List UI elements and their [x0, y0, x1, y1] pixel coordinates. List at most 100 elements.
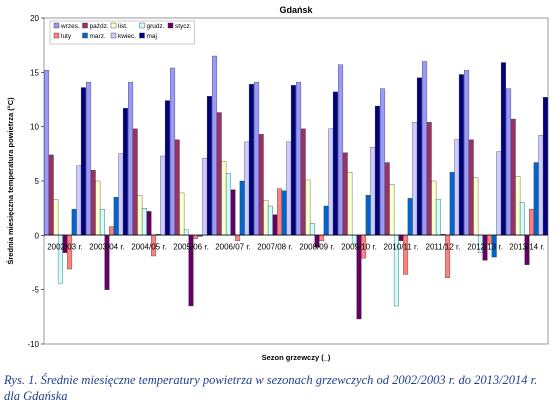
figure-caption: Rys. 1. Średnie miesięczne temperatury p… — [4, 373, 538, 403]
y-axis-label: Średnia miesięczna temperatura powietrza… — [6, 97, 15, 265]
bar — [435, 199, 441, 236]
bar — [542, 97, 548, 236]
bar — [296, 81, 302, 236]
bar — [216, 112, 222, 236]
legend-swatch — [82, 32, 88, 39]
x-tick-label: 2006/07 r. — [215, 242, 251, 251]
legend-swatch — [139, 32, 145, 39]
x-axis: 2002/03 r. 2003/04 r. 2004/05 r. 2005/06 r.… — [47, 242, 545, 251]
bar — [338, 64, 344, 236]
bar — [323, 205, 329, 236]
bar — [90, 169, 96, 236]
x-tick-label: 2002/03 r. — [47, 242, 83, 251]
bar — [403, 235, 409, 275]
bar — [221, 161, 227, 236]
bar — [164, 100, 170, 236]
bar — [449, 172, 455, 236]
bar — [128, 81, 134, 236]
bar — [374, 105, 380, 236]
x-tick-label: 2010/11 r. — [384, 242, 419, 251]
legend-label: marz. — [90, 33, 106, 40]
x-tick-label: 2009/10 r. — [341, 242, 377, 251]
x-tick-label: 2013/14 r. — [509, 242, 545, 251]
bar — [305, 179, 311, 236]
bar — [533, 162, 539, 236]
x-tick-label: 2011/12 r. — [426, 242, 461, 251]
bar — [347, 172, 353, 236]
x-tick-label: 2008/09 r. — [299, 242, 335, 251]
bar — [206, 96, 212, 236]
y-axis: -10 -5 0 5 10 15 20 — [27, 14, 44, 349]
bar — [342, 152, 348, 236]
bar — [309, 223, 315, 236]
bar — [230, 189, 236, 236]
bar — [239, 180, 245, 236]
bar — [141, 207, 147, 236]
bars — [44, 55, 548, 320]
bar — [473, 177, 479, 236]
bar — [510, 118, 516, 236]
bar — [80, 87, 86, 236]
legend-label: stycz. — [175, 23, 192, 30]
bar — [263, 200, 269, 236]
chart-title: Gdańsk — [279, 5, 313, 15]
y-tick-label: 5 — [35, 177, 40, 186]
y-tick-label: 0 — [35, 231, 40, 240]
bar — [389, 184, 395, 236]
bar — [67, 235, 73, 270]
y-tick-label: 15 — [30, 68, 39, 77]
bar — [464, 69, 470, 236]
bar — [300, 128, 306, 236]
bar — [202, 158, 208, 236]
bar — [99, 209, 105, 236]
bar — [76, 165, 82, 236]
legend-label: maj — [147, 33, 157, 40]
bar — [170, 67, 176, 236]
bar — [254, 81, 260, 236]
bar — [132, 128, 138, 236]
bar — [277, 188, 283, 236]
bar — [179, 192, 185, 236]
bar — [109, 226, 115, 236]
bar — [506, 88, 512, 236]
bar — [53, 199, 59, 236]
bar — [290, 85, 296, 236]
bar — [225, 173, 231, 236]
x-tick-label: 2005/06 r. — [173, 242, 209, 251]
bar — [235, 235, 241, 241]
legend-swatch — [82, 22, 88, 29]
bar — [407, 198, 413, 236]
legend-label: grudz. — [147, 23, 165, 30]
bar — [496, 151, 502, 236]
legend-label: kwiec. — [118, 33, 136, 40]
bar — [380, 88, 386, 236]
bar — [412, 122, 418, 236]
legend-swatch — [167, 22, 174, 29]
bar — [515, 176, 521, 236]
bar — [328, 128, 334, 236]
bar — [332, 91, 338, 236]
x-tick-label: 2007/08 r. — [257, 242, 293, 251]
bar — [146, 211, 152, 236]
legend-swatch — [53, 32, 60, 39]
bar — [174, 139, 180, 236]
bar — [422, 61, 428, 236]
y-tick-label: -10 — [27, 340, 39, 349]
bar — [519, 202, 525, 236]
bar — [416, 77, 422, 236]
x-tick-label: 2004/05 r. — [131, 242, 167, 251]
bar — [248, 84, 254, 236]
bar — [113, 197, 119, 236]
bar — [44, 69, 50, 236]
bar — [258, 134, 264, 236]
bar — [370, 147, 376, 236]
bar — [500, 62, 506, 236]
legend-label: luty — [61, 33, 72, 40]
bar — [48, 154, 54, 236]
bar — [183, 229, 189, 236]
bar — [529, 209, 535, 236]
y-tick-label: 20 — [30, 14, 39, 23]
bar — [431, 180, 437, 236]
bar — [281, 190, 287, 236]
bar — [212, 55, 218, 236]
